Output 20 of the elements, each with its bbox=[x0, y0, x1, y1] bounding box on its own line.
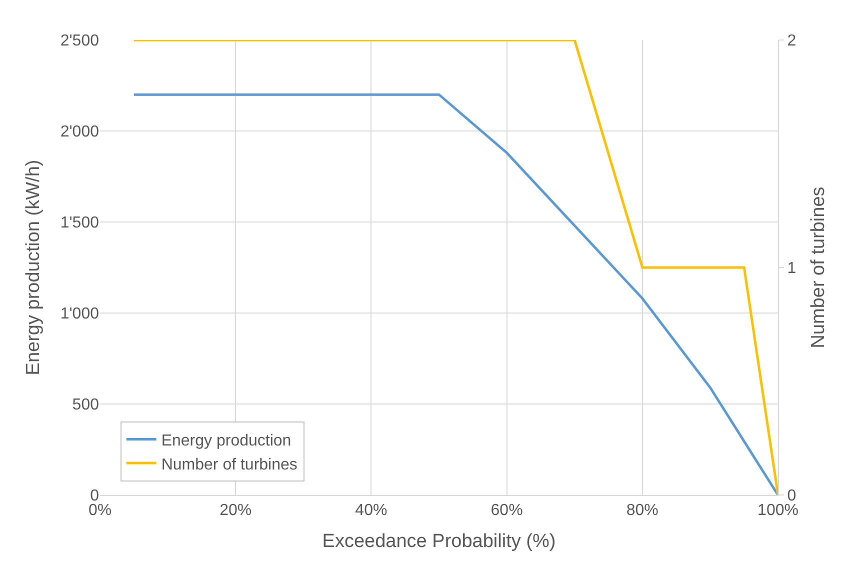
y2-tick-label: 0 bbox=[787, 488, 796, 505]
y2-tick-label: 1 bbox=[787, 260, 796, 278]
x-tick-label: 100% bbox=[758, 502, 798, 520]
x-tick-label: 0% bbox=[88, 502, 112, 520]
y-axis-title: Energy production (kW/h) bbox=[23, 160, 44, 376]
y-tick-label: 1'500 bbox=[60, 214, 100, 232]
y-tick-label: 0 bbox=[90, 488, 100, 505]
x-tick-label: 80% bbox=[626, 502, 658, 520]
y-tick-label: 1'000 bbox=[60, 306, 100, 323]
y-tick-label: 500 bbox=[72, 396, 100, 414]
y2-tick-label: 2 bbox=[787, 32, 796, 50]
legend-label: Number of turbines bbox=[161, 456, 298, 474]
x-tick-label: 40% bbox=[355, 502, 388, 520]
x-tick-label: 60% bbox=[490, 502, 523, 520]
legend-label: Energy production bbox=[161, 432, 292, 450]
y-tick-label: 2'500 bbox=[60, 32, 100, 50]
x-axis-title: Exceedance Probability (%) bbox=[322, 531, 556, 552]
x-tick-label: 20% bbox=[220, 502, 252, 520]
y-tick-label: 2'000 bbox=[60, 124, 100, 141]
y2-axis-title: Number of turbines bbox=[808, 186, 829, 348]
